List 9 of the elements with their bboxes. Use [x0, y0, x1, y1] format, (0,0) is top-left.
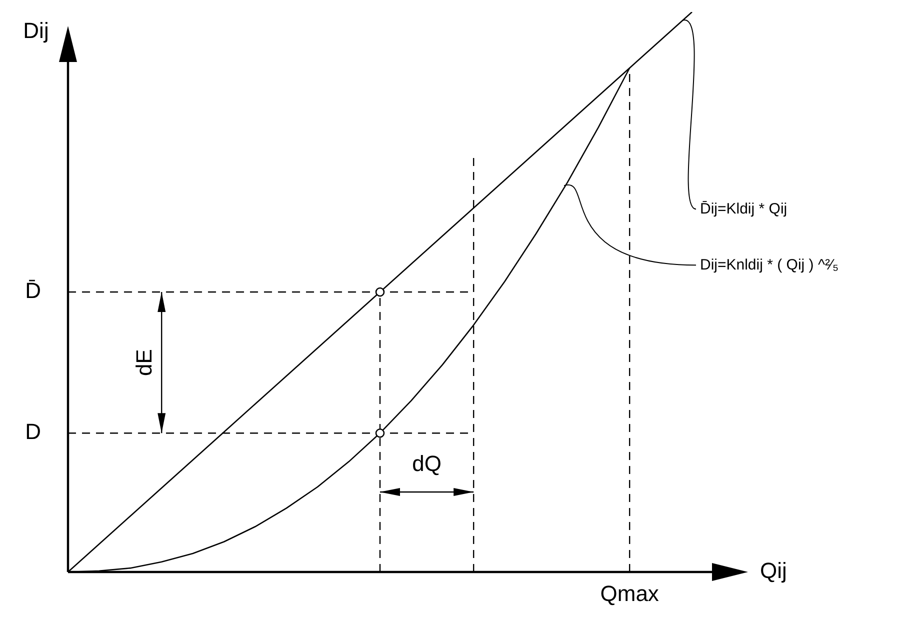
text: Qmax: [600, 581, 659, 606]
y-axis-title: Dij: [23, 18, 49, 44]
x-axis-title: Qij: [760, 558, 787, 584]
text: D̄ij=Kldij * Qij: [700, 200, 788, 218]
annotation: dQ: [412, 451, 442, 476]
ref-line-label: D̄: [25, 278, 41, 304]
text: Dij=Knldij * ( Qij ) ^²⁄₅: [700, 256, 839, 274]
ref-line-label: D: [25, 419, 41, 444]
annotation: dE: [132, 349, 157, 376]
